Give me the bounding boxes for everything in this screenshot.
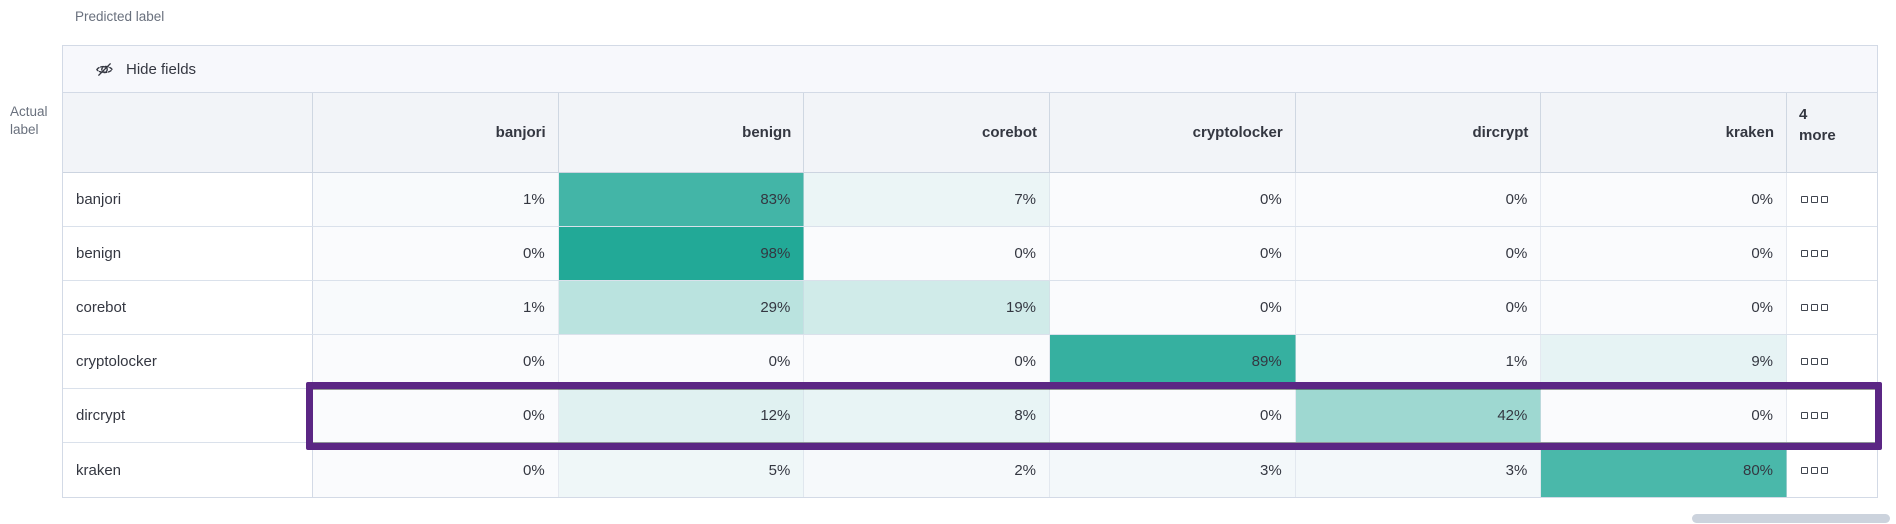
row-label-kraken[interactable]: kraken — [63, 443, 313, 497]
cell-benign-cryptolocker[interactable]: 0% — [1050, 227, 1296, 280]
column-header-kraken[interactable]: kraken — [1541, 93, 1788, 172]
hide-fields-label: Hide fields — [126, 60, 197, 78]
cell-cryptolocker-cryptolocker[interactable]: 89% — [1050, 335, 1296, 388]
boxes-horizontal-icon — [1801, 466, 1829, 474]
box-glyph — [1811, 196, 1819, 203]
actual-axis-label: Actual label — [10, 103, 48, 139]
cell-kraken-corebot[interactable]: 2% — [804, 443, 1051, 497]
row-benign: benign 0% 98% 0% 0% 0% 0% — [63, 227, 1878, 281]
cell-benign-benign[interactable]: 98% — [558, 227, 805, 280]
row-label-banjori[interactable]: banjori — [63, 173, 313, 226]
row-actions-dircrypt[interactable] — [1787, 389, 1878, 442]
cell-kraken-cryptolocker[interactable]: 3% — [1050, 443, 1296, 497]
cell-banjori-cryptolocker[interactable]: 0% — [1050, 173, 1296, 226]
row-actions-cryptolocker[interactable] — [1787, 335, 1878, 388]
box-glyph — [1811, 250, 1819, 257]
cell-kraken-banjori[interactable]: 0% — [313, 443, 559, 497]
cell-benign-dircrypt[interactable]: 0% — [1295, 227, 1542, 280]
column-header-more[interactable]: 4 more — [1787, 93, 1877, 172]
row-label-corebot[interactable]: corebot — [63, 281, 313, 334]
cell-dircrypt-banjori[interactable]: 0% — [313, 389, 559, 442]
column-header-banjori[interactable]: banjori — [313, 93, 559, 172]
cell-dircrypt-dircrypt[interactable]: 42% — [1295, 389, 1542, 442]
cell-corebot-benign[interactable]: 29% — [558, 281, 805, 334]
cell-kraken-kraken[interactable]: 80% — [1541, 443, 1788, 497]
cell-cryptolocker-banjori[interactable]: 0% — [313, 335, 559, 388]
box-glyph — [1801, 466, 1809, 474]
column-header-dircrypt[interactable]: dircrypt — [1296, 93, 1542, 172]
boxes-horizontal-icon — [1801, 304, 1829, 311]
box-glyph — [1821, 466, 1829, 474]
cell-kraken-benign[interactable]: 5% — [558, 443, 805, 497]
cell-benign-corebot[interactable]: 0% — [804, 227, 1051, 280]
box-glyph — [1801, 250, 1809, 257]
row-actions-banjori[interactable] — [1787, 173, 1878, 226]
column-header-corebot[interactable]: corebot — [804, 93, 1051, 172]
box-glyph — [1811, 358, 1819, 365]
cell-kraken-dircrypt[interactable]: 3% — [1295, 443, 1542, 497]
cell-cryptolocker-kraken[interactable]: 9% — [1541, 335, 1788, 388]
column-header-more-label: 4 more — [1799, 106, 1836, 144]
cell-corebot-banjori[interactable]: 1% — [313, 281, 559, 334]
row-cryptolocker: cryptolocker 0% 0% 0% 89% 1% 9% — [63, 335, 1878, 389]
horizontal-scrollbar-thumb[interactable] — [1692, 514, 1890, 523]
box-glyph — [1801, 412, 1809, 419]
row-kraken: kraken 0% 5% 2% 3% 3% 80% — [63, 443, 1878, 497]
header-row: banjori benign corebot cryptolocker dircrypt… — [63, 93, 1877, 173]
box-glyph — [1821, 358, 1829, 365]
cell-banjori-benign[interactable]: 83% — [558, 173, 805, 226]
boxes-horizontal-icon — [1801, 358, 1829, 365]
cell-dircrypt-kraken[interactable]: 0% — [1541, 389, 1788, 442]
box-glyph — [1811, 412, 1819, 419]
row-actions-corebot[interactable] — [1787, 281, 1878, 334]
cell-banjori-kraken[interactable]: 0% — [1541, 173, 1788, 226]
row-actions-kraken[interactable] — [1787, 443, 1878, 497]
cell-corebot-corebot[interactable]: 19% — [804, 281, 1051, 334]
column-header-benign[interactable]: benign — [559, 93, 805, 172]
box-glyph — [1821, 304, 1829, 311]
box-glyph — [1811, 304, 1819, 311]
boxes-horizontal-icon — [1801, 412, 1829, 419]
cell-corebot-cryptolocker[interactable]: 0% — [1050, 281, 1296, 334]
box-glyph — [1801, 304, 1809, 311]
cell-cryptolocker-corebot[interactable]: 0% — [804, 335, 1051, 388]
box-glyph — [1821, 250, 1829, 257]
row-label-benign[interactable]: benign — [63, 227, 313, 280]
actual-axis-label-line1: Actual — [10, 104, 48, 119]
corner-cell — [63, 93, 313, 172]
box-glyph — [1801, 196, 1809, 203]
hide-fields-button[interactable]: Hide fields — [63, 46, 1877, 93]
row-dircrypt: dircrypt 0% 12% 8% 0% 42% 0% — [63, 389, 1878, 443]
cell-dircrypt-corebot[interactable]: 8% — [804, 389, 1051, 442]
cell-cryptolocker-dircrypt[interactable]: 1% — [1295, 335, 1542, 388]
row-label-cryptolocker[interactable]: cryptolocker — [63, 335, 313, 388]
eye-closed-icon — [95, 60, 114, 79]
confusion-matrix-grid: banjori benign corebot cryptolocker dircrypt… — [63, 93, 1878, 497]
cell-dircrypt-benign[interactable]: 12% — [558, 389, 805, 442]
predicted-axis-label: Predicted label — [75, 9, 165, 24]
row-actions-benign[interactable] — [1787, 227, 1878, 280]
cell-banjori-corebot[interactable]: 7% — [804, 173, 1051, 226]
cell-banjori-dircrypt[interactable]: 0% — [1295, 173, 1542, 226]
cell-cryptolocker-benign[interactable]: 0% — [558, 335, 805, 388]
column-header-cryptolocker[interactable]: cryptolocker — [1050, 93, 1296, 172]
cell-benign-kraken[interactable]: 0% — [1541, 227, 1788, 280]
box-glyph — [1801, 358, 1809, 365]
row-label-dircrypt[interactable]: dircrypt — [63, 389, 313, 442]
actual-axis-label-line2: label — [10, 122, 39, 137]
box-glyph — [1821, 412, 1829, 419]
cell-banjori-banjori[interactable]: 1% — [313, 173, 559, 226]
confusion-matrix-panel: Hide fields banjori benign corebot cryptolo… — [62, 45, 1882, 498]
cell-corebot-dircrypt[interactable]: 0% — [1295, 281, 1542, 334]
boxes-horizontal-icon — [1801, 196, 1829, 203]
row-corebot: corebot 1% 29% 19% 0% 0% 0% — [63, 281, 1878, 335]
box-glyph — [1811, 466, 1819, 474]
boxes-horizontal-icon — [1801, 250, 1829, 257]
cell-corebot-kraken[interactable]: 0% — [1541, 281, 1788, 334]
cell-dircrypt-cryptolocker[interactable]: 0% — [1050, 389, 1296, 442]
box-glyph — [1821, 196, 1829, 203]
cell-benign-banjori[interactable]: 0% — [313, 227, 559, 280]
row-banjori: banjori 1% 83% 7% 0% 0% 0% — [63, 173, 1878, 227]
